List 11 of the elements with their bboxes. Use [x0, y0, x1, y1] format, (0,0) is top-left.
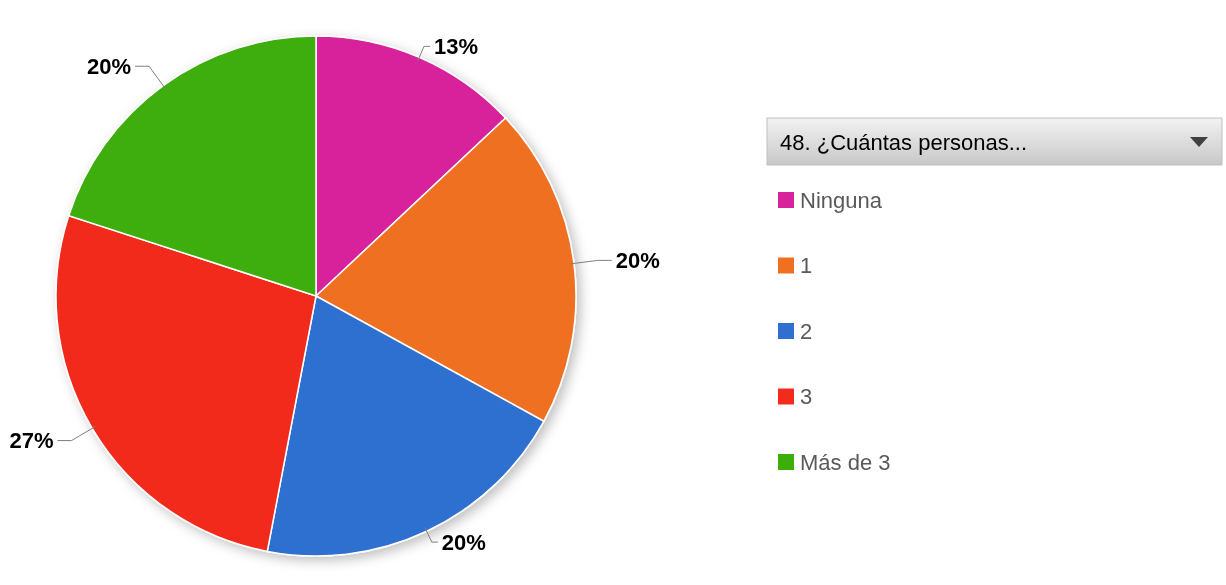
legend-label: 1 — [800, 253, 813, 279]
data-label: 13% — [434, 34, 479, 60]
legend-label: Más de 3 — [800, 449, 891, 475]
data-label: 20% — [87, 53, 132, 79]
data-label: 27% — [9, 428, 54, 454]
legend-title: 48. ¿Cuántas personas... — [780, 129, 1028, 155]
data-label: 20% — [615, 248, 660, 274]
legend-label: Ninguna — [800, 187, 883, 213]
data-label: 20% — [441, 529, 486, 555]
legend-label: 3 — [800, 384, 813, 410]
legend-label: 2 — [800, 318, 813, 344]
